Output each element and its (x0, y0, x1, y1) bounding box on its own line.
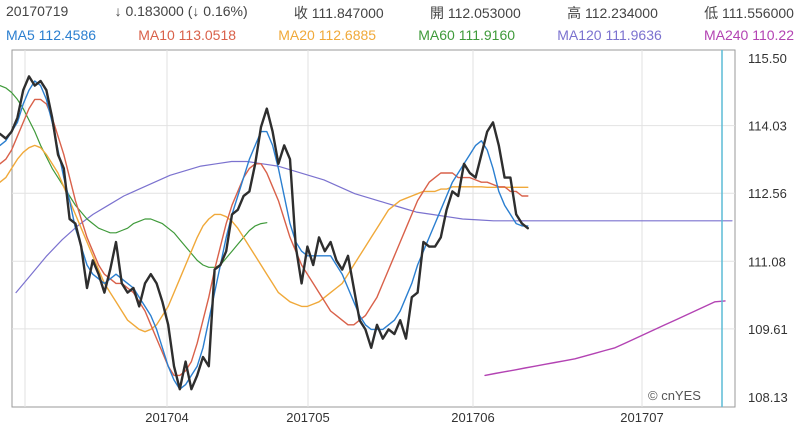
quote-close: 收 111.847000 (293, 5, 384, 21)
ma-legend-item: MA60 111.9160 (418, 27, 516, 43)
ma-legend-item: MA5 112.4586 (6, 27, 97, 43)
x-tick-label: 201707 (620, 410, 663, 425)
quote-low: 低 111.556000 (704, 5, 794, 21)
y-tick-label: 115.50 (748, 51, 787, 66)
ma-legend: MA5 112.4586 MA10 113.0518 MA20 112.6885 MA… (6, 27, 794, 43)
ma-legend-item: MA10 113.0518 (138, 27, 237, 43)
plot-frame (11, 49, 736, 408)
series-line-ma5 (0, 80, 529, 390)
quote-change: ↓ 0.183000 (↓ 0.16%) (114, 3, 248, 19)
x-tick-label: 201704 (145, 410, 188, 425)
ma-legend-item: MA20 112.6885 (278, 27, 377, 43)
ma-legend-item: MA240 110.22 (703, 27, 794, 43)
watermark: © cnYES (648, 388, 701, 403)
series-line-ma10 (0, 98, 529, 377)
x-tick-label: 201706 (451, 410, 494, 425)
y-tick-label: 108.13 (748, 390, 788, 405)
y-tick-label: 114.03 (748, 119, 787, 134)
quote-open: 開 112.053000 (429, 5, 521, 21)
series-line-close (0, 75, 529, 391)
series-line-ma240 (484, 300, 726, 377)
quote-high: 高 112.234000 (567, 5, 658, 21)
y-tick-label: 109.61 (748, 322, 788, 337)
x-tick-label: 201705 (286, 410, 329, 425)
y-tick-label: 112.56 (748, 186, 787, 201)
ma-legend-item: MA120 111.9636 (557, 27, 662, 43)
quote-date: 20170719 (6, 3, 69, 19)
series-line-ma120 (15, 160, 733, 294)
quote-bar: 20170719 ↓ 0.183000 (↓ 0.16%) 收 111.8470… (6, 3, 794, 23)
series-line-ma20 (0, 144, 529, 333)
y-tick-label: 111.08 (748, 254, 786, 269)
